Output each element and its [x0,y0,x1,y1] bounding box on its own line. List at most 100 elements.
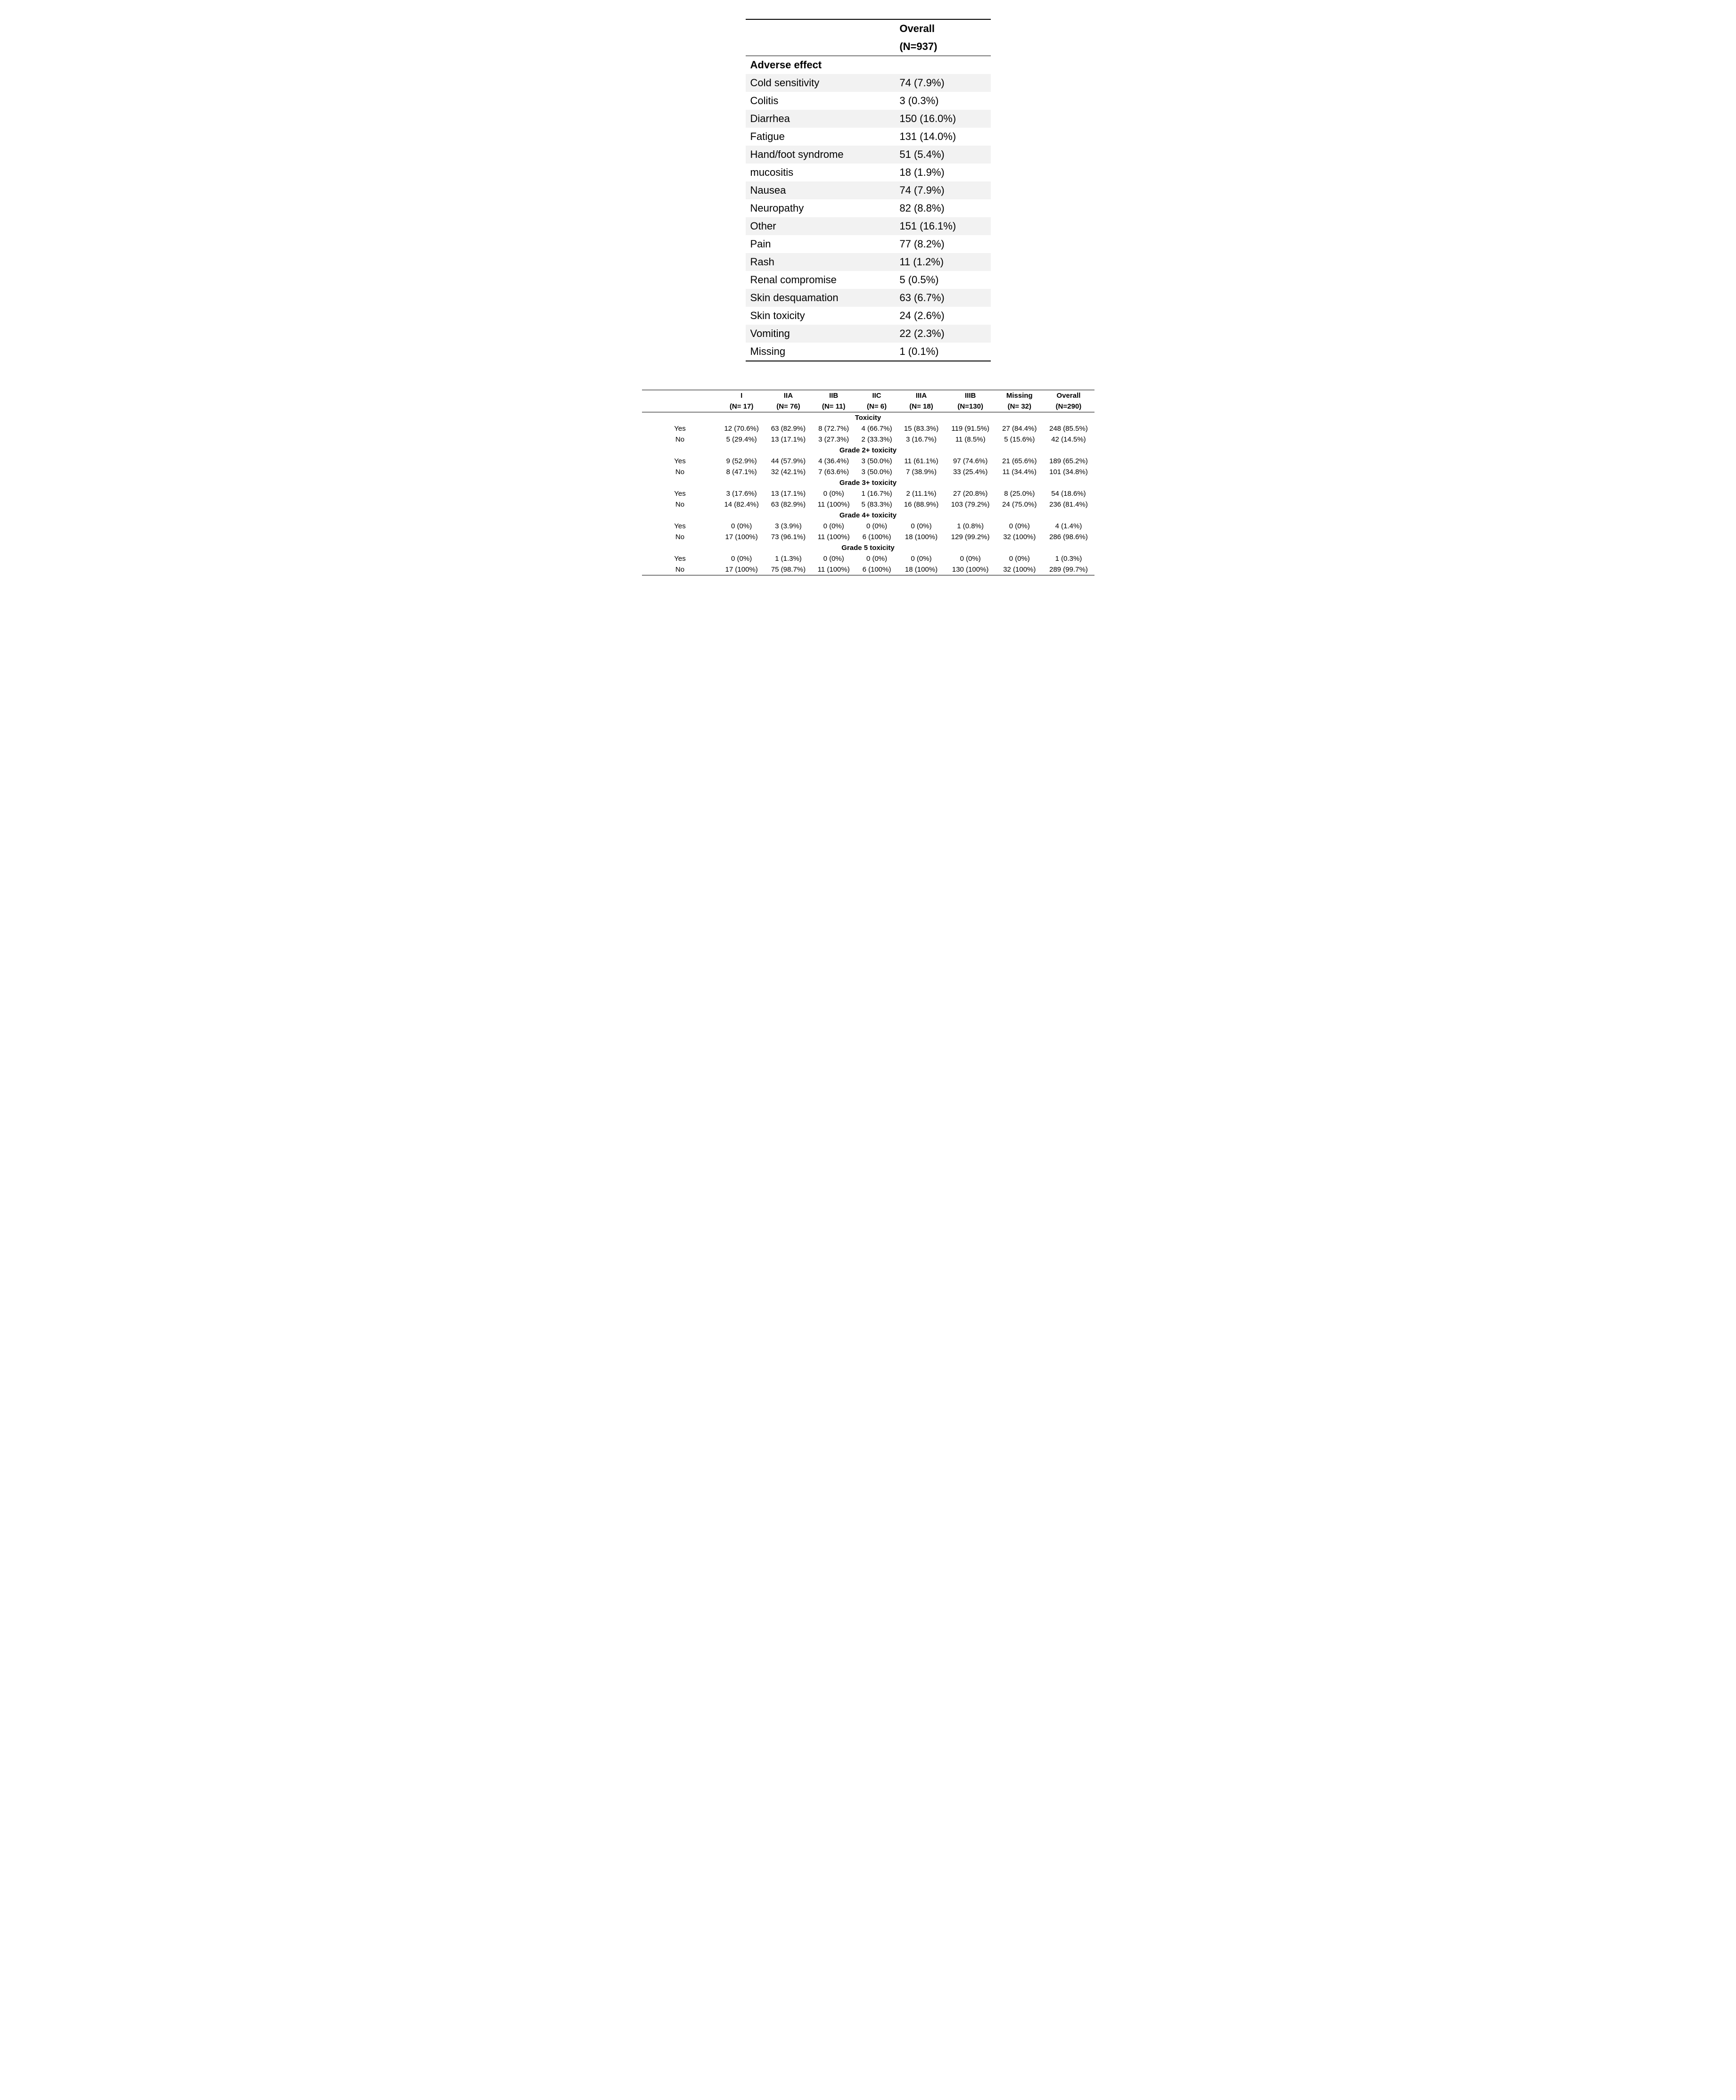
table-row: Colitis3 (0.3%) [746,92,991,110]
t2-cell: 4 (1.4%) [1043,521,1094,532]
t2-column-header: Missing [996,390,1043,402]
t2-cell: 75 (98.7%) [765,564,812,575]
t2-column-header: IIA [765,390,812,402]
table-row: Yes0 (0%)1 (1.3%)0 (0%)0 (0%)0 (0%)0 (0%… [642,553,1094,564]
t2-cell: 1 (1.3%) [765,553,812,564]
t2-cell: 5 (29.4%) [718,434,765,445]
t2-row-label: Yes [642,456,718,467]
adverse-effect-value: 74 (7.9%) [895,181,990,199]
t2-cell: 11 (34.4%) [996,467,1043,477]
t2-cell: 27 (20.8%) [945,488,996,499]
adverse-effect-label: Other [746,217,895,235]
adverse-effect-label: Missing [746,343,895,361]
table-row: Other151 (16.1%) [746,217,991,235]
adverse-effect-value: 24 (2.6%) [895,307,990,325]
t2-cell: 11 (100%) [812,499,856,510]
adverse-effect-label: Rash [746,253,895,271]
adverse-effect-label: Colitis [746,92,895,110]
t2-cell: 0 (0%) [898,553,945,564]
adverse-effect-label: Nausea [746,181,895,199]
t2-cell: 4 (66.7%) [856,423,898,434]
t2-cell: 54 (18.6%) [1043,488,1094,499]
t2-cell: 236 (81.4%) [1043,499,1094,510]
t2-cell: 32 (100%) [996,532,1043,542]
table-row: No5 (29.4%)13 (17.1%)3 (27.3%)2 (33.3%)3… [642,434,1094,445]
t2-cell: 18 (100%) [898,532,945,542]
t2-blank-header [642,390,718,402]
t2-cell: 289 (99.7%) [1043,564,1094,575]
t2-cell: 7 (63.6%) [812,467,856,477]
t2-cell: 6 (100%) [856,532,898,542]
t2-column-header-n: (N= 6) [856,401,898,412]
table-row: No17 (100%)75 (98.7%)11 (100%)6 (100%)18… [642,564,1094,575]
adverse-effect-value: 150 (16.0%) [895,110,990,128]
t2-cell: 1 (0.3%) [1043,553,1094,564]
t2-row-label: Yes [642,521,718,532]
adverse-effect-label: Diarrhea [746,110,895,128]
t1-overall-header-line2: (N=937) [895,38,990,56]
adverse-effect-label: Neuropathy [746,199,895,217]
t2-cell: 3 (50.0%) [856,467,898,477]
t2-cell: 32 (100%) [996,564,1043,575]
table-row: No17 (100%)73 (96.1%)11 (100%)6 (100%)18… [642,532,1094,542]
t2-cell: 1 (16.7%) [856,488,898,499]
t2-cell: 6 (100%) [856,564,898,575]
t2-row-label: Yes [642,553,718,564]
table-row: Missing1 (0.1%) [746,343,991,361]
t2-column-header-n: (N= 17) [718,401,765,412]
adverse-effect-label: mucositis [746,164,895,181]
table-row: Yes9 (52.9%)44 (57.9%)4 (36.4%)3 (50.0%)… [642,456,1094,467]
t2-cell: 3 (3.9%) [765,521,812,532]
t2-column-header-n: (N= 18) [898,401,945,412]
t2-cell: 0 (0%) [856,553,898,564]
t2-column-header-n: (N=290) [1043,401,1094,412]
table-row: Yes3 (17.6%)13 (17.1%)0 (0%)1 (16.7%)2 (… [642,488,1094,499]
t2-column-header-n: (N= 32) [996,401,1043,412]
t2-cell: 119 (91.5%) [945,423,996,434]
t2-cell: 189 (65.2%) [1043,456,1094,467]
table-row: Vomiting22 (2.3%) [746,325,991,343]
t2-cell: 3 (16.7%) [898,434,945,445]
t2-cell: 3 (50.0%) [856,456,898,467]
t2-row-label: Yes [642,488,718,499]
table-row: Skin toxicity24 (2.6%) [746,307,991,325]
t2-cell: 286 (98.6%) [1043,532,1094,542]
t2-cell: 14 (82.4%) [718,499,765,510]
t2-cell: 11 (8.5%) [945,434,996,445]
t2-cell: 2 (11.1%) [898,488,945,499]
t2-section-header: Grade 4+ toxicity [642,510,1094,521]
toxicity-by-stage-table: IIIAIIBIICIIIAIIIBMissingOverall (N= 17)… [642,390,1094,575]
adverse-effect-label: Renal compromise [746,271,895,289]
t2-row-label: No [642,499,718,510]
adverse-effect-value: 5 (0.5%) [895,271,990,289]
adverse-effect-label: Cold sensitivity [746,74,895,92]
table-row: Neuropathy82 (8.8%) [746,199,991,217]
table-row: mucositis18 (1.9%) [746,164,991,181]
t2-cell: 0 (0%) [945,553,996,564]
t2-row-label: No [642,564,718,575]
adverse-effect-label: Skin desquamation [746,289,895,307]
t2-row-label: Yes [642,423,718,434]
adverse-effect-value: 82 (8.8%) [895,199,990,217]
t2-cell: 13 (17.1%) [765,488,812,499]
t2-column-header: I [718,390,765,402]
t2-cell: 0 (0%) [996,521,1043,532]
t2-column-header: IIC [856,390,898,402]
adverse-effect-label: Pain [746,235,895,253]
table-row: Nausea74 (7.9%) [746,181,991,199]
t2-column-header: IIB [812,390,856,402]
t2-cell: 3 (17.6%) [718,488,765,499]
t2-cell: 17 (100%) [718,564,765,575]
table-row: No8 (47.1%)32 (42.1%)7 (63.6%)3 (50.0%)7… [642,467,1094,477]
t2-cell: 0 (0%) [898,521,945,532]
adverse-effect-value: 63 (6.7%) [895,289,990,307]
adverse-effect-value: 1 (0.1%) [895,343,990,361]
t2-cell: 2 (33.3%) [856,434,898,445]
t2-column-header-n: (N= 11) [812,401,856,412]
t2-cell: 11 (100%) [812,564,856,575]
adverse-effect-value: 51 (5.4%) [895,146,990,164]
table-row: Cold sensitivity74 (7.9%) [746,74,991,92]
t2-cell: 17 (100%) [718,532,765,542]
table-row: Yes0 (0%)3 (3.9%)0 (0%)0 (0%)0 (0%)1 (0.… [642,521,1094,532]
adverse-effect-label: Skin toxicity [746,307,895,325]
